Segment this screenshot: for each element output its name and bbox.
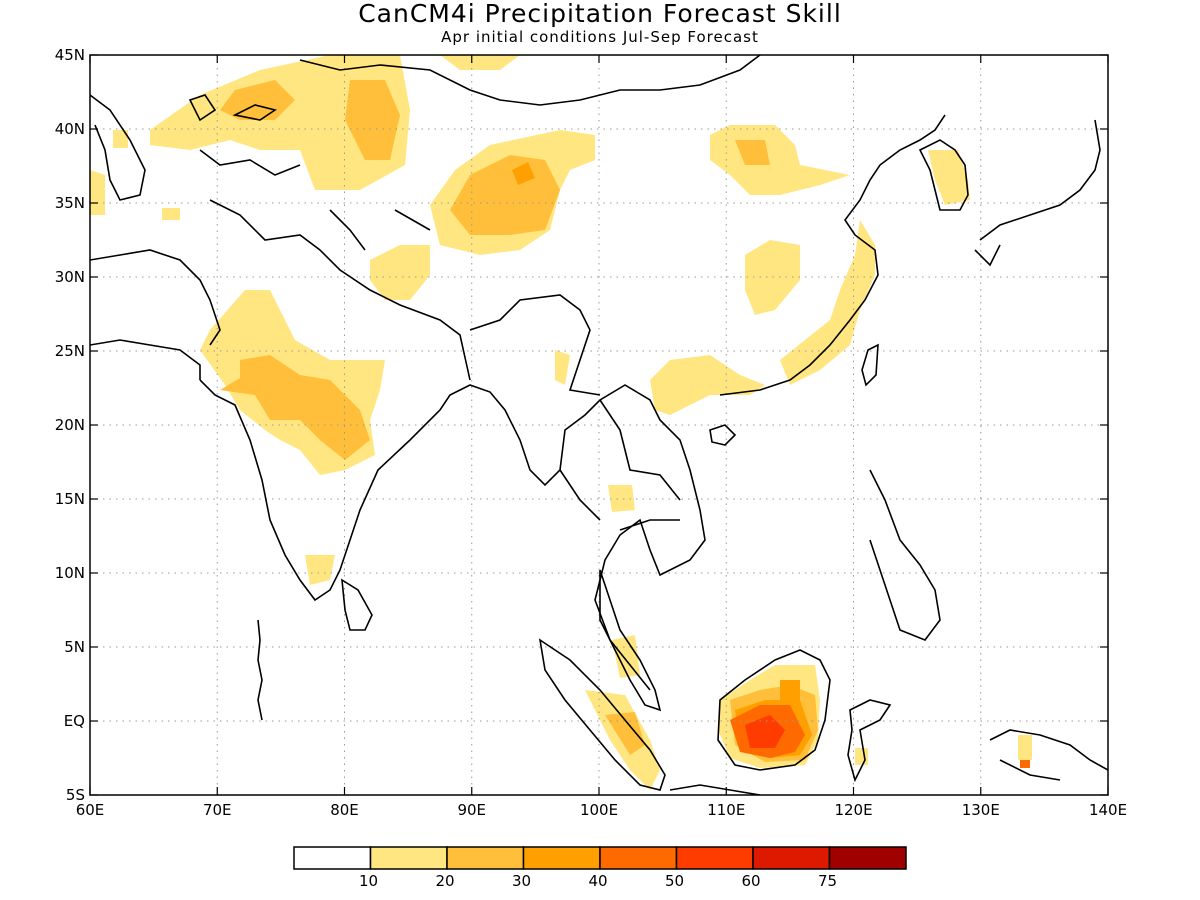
colorbar-swatch: [369, 846, 448, 870]
philippines-coastline: [869, 469, 941, 641]
shade-malaysia: [612, 635, 640, 678]
shade-sumatra-core: [605, 712, 645, 755]
shade-caspian: [113, 130, 128, 148]
japan-coastline: [974, 119, 1101, 267]
shade-borneo-peak: [745, 715, 785, 748]
arabian-coastline: [90, 339, 201, 380]
caspian-coastline: [90, 94, 146, 201]
y-tick-label: 45N: [55, 46, 85, 64]
shade-north-china: [710, 125, 850, 195]
x-tick-label: 140E: [1089, 801, 1127, 819]
colorbar-label: 75: [818, 872, 837, 890]
colorbar-swatch: [675, 846, 754, 870]
colorbar-label: 20: [435, 872, 454, 890]
hainan-coastline: [709, 424, 737, 446]
x-tick-label: 110E: [707, 801, 745, 819]
x-tick-label: 70E: [203, 801, 232, 819]
map-title: CanCM4i Precipitation Forecast Skill: [358, 0, 842, 28]
colorbar-label: 10: [359, 872, 378, 890]
shade-north-china-core: [735, 140, 770, 165]
shade-central-asia-core: [345, 80, 400, 160]
x-tick-label: 130E: [962, 801, 1000, 819]
map-subtitle: Apr initial conditions Jul-Sep Forecast: [441, 28, 759, 46]
shade-tibet-north: [440, 55, 520, 70]
colorbar-swatch: [828, 846, 907, 870]
aral-coastline: [188, 94, 217, 122]
coastlines: [90, 55, 1108, 795]
skill-shading: [90, 55, 1032, 790]
shade-tibet-peak: [512, 162, 535, 185]
shade-borneo-north: [780, 680, 800, 700]
new-guinea-coastline: [989, 729, 1108, 781]
y-tick-label: 20N: [55, 416, 85, 434]
sulawesi-coastline: [847, 699, 892, 783]
shade-burma: [555, 350, 570, 385]
shade-himalaya-west: [370, 245, 430, 300]
colorbar-label: 30: [512, 872, 531, 890]
shade-afghan: [162, 208, 180, 220]
colorbar-label: 40: [588, 872, 607, 890]
sumatra-coastline: [538, 638, 666, 791]
shade-korea: [928, 150, 970, 205]
balkhash-coastline: [232, 104, 277, 121]
y-tick-label: 25N: [55, 342, 85, 360]
y-tick-label: EQ: [64, 712, 85, 730]
korea-coastline: [918, 139, 969, 211]
sri-lanka-coastline: [341, 578, 373, 631]
y-tick-label: 5N: [64, 638, 85, 656]
y-tick-label: 15N: [55, 490, 85, 508]
shade-sri-lanka: [305, 555, 335, 585]
shade-new-guinea-high: [1020, 760, 1030, 768]
shade-thailand: [608, 485, 635, 512]
java-coastline: [669, 784, 761, 795]
shade-iran: [90, 170, 105, 215]
maldives-coastline: [257, 619, 263, 721]
y-tick-label: 30N: [55, 268, 85, 286]
colorbar-swatch: [522, 846, 601, 870]
taiwan-coastline: [861, 343, 879, 387]
colorbar-label: 50: [665, 872, 684, 890]
x-tick-label: 120E: [834, 801, 872, 819]
shade-india-core: [220, 355, 370, 460]
borneo-coastline: [717, 649, 831, 771]
india-coastline: [199, 379, 706, 691]
y-tick-label: 35N: [55, 194, 85, 212]
shade-south-china: [650, 355, 765, 415]
malay-coastline: [599, 569, 662, 712]
shade-new-guinea: [1018, 735, 1032, 760]
x-tick-label: 90E: [457, 801, 486, 819]
y-tick-label: 5S: [66, 786, 85, 804]
colorbar-swatch: [599, 846, 678, 870]
shade-south-china-coast: [780, 220, 875, 385]
y-axis: 5S EQ 5N 10N 15N 20N 25N 30N 35N 40N 45N: [55, 46, 1108, 804]
y-tick-label: 40N: [55, 120, 85, 138]
x-tick-label: 100E: [580, 801, 618, 819]
x-axis: 60E 70E 80E 90E 100E 110E 120E 130E 140E: [76, 55, 1127, 819]
colorbar-swatch: [752, 846, 831, 870]
colorbar-swatch: [293, 846, 372, 870]
colorbar-swatch: [446, 846, 525, 870]
colorbar-label: 60: [741, 872, 760, 890]
colorbar: 10 20 30 40 50 60 75: [293, 846, 907, 890]
china-coastline: [719, 114, 946, 396]
x-tick-label: 60E: [76, 801, 105, 819]
country-borders: [90, 55, 761, 531]
x-tick-label: 80E: [330, 801, 359, 819]
y-tick-label: 10N: [55, 564, 85, 582]
shade-sulawesi: [855, 748, 868, 765]
